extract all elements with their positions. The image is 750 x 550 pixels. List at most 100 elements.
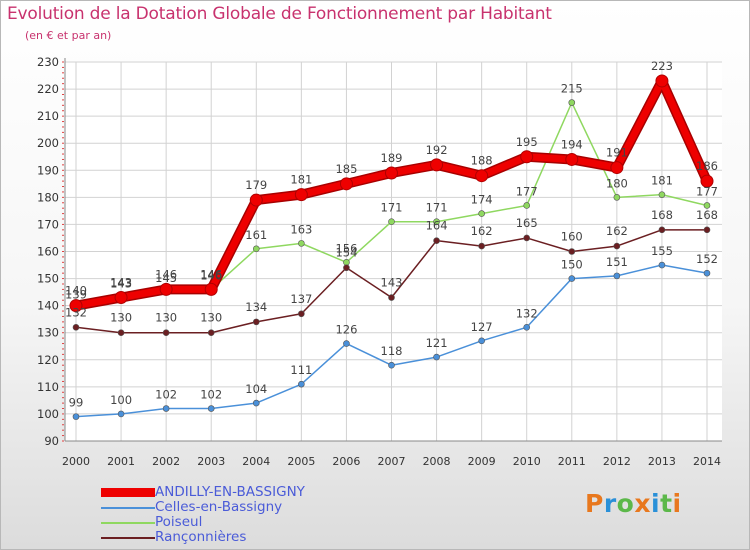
data-label: 163 <box>290 222 312 236</box>
data-point <box>69 299 83 313</box>
data-label: 181 <box>290 173 312 187</box>
data-label: 177 <box>696 184 718 198</box>
data-label: 126 <box>335 323 357 337</box>
data-label: 162 <box>471 224 493 238</box>
x-tick-label: 2007 <box>378 455 406 468</box>
data-label: 111 <box>290 363 312 377</box>
y-tick-label: 90 <box>44 434 59 448</box>
x-tick-label: 2014 <box>693 455 721 468</box>
data-point <box>159 282 173 296</box>
line-chart: 9010011012013014015016017018019020021022… <box>37 55 722 468</box>
data-point <box>294 188 308 202</box>
data-label: 151 <box>606 255 628 269</box>
y-tick-label: 130 <box>37 326 59 340</box>
data-label: 185 <box>335 162 357 176</box>
data-point <box>703 269 711 277</box>
brand-letter: i <box>651 489 661 518</box>
data-point <box>388 361 395 369</box>
data-point <box>207 405 215 412</box>
data-label: 130 <box>155 311 177 325</box>
y-tick-label: 120 <box>37 353 59 367</box>
data-label: 143 <box>110 277 132 291</box>
data-label: 195 <box>516 135 538 149</box>
data-point <box>520 150 534 164</box>
data-point <box>117 410 125 418</box>
data-point <box>703 202 711 209</box>
data-point <box>523 202 531 209</box>
data-label: 168 <box>696 208 718 222</box>
data-label: 132 <box>65 305 87 319</box>
data-label: 154 <box>335 246 357 260</box>
data-point <box>252 318 260 326</box>
data-label: 143 <box>381 276 403 290</box>
data-label: 145 <box>155 271 177 285</box>
data-label: 165 <box>516 216 538 230</box>
y-tick-label: 140 <box>37 299 59 313</box>
x-tick-label: 2004 <box>242 455 270 468</box>
y-tick-label: 230 <box>37 55 59 69</box>
data-point <box>478 242 485 250</box>
y-tick-label: 150 <box>37 272 59 286</box>
data-label: 156 <box>335 241 357 255</box>
data-point <box>613 242 621 250</box>
y-tick-label: 110 <box>37 380 59 394</box>
brand-letter: x <box>634 489 651 518</box>
data-label: 100 <box>110 393 132 407</box>
data-point <box>658 261 666 269</box>
data-point <box>700 174 714 188</box>
data-point <box>162 329 170 337</box>
data-point <box>523 234 531 242</box>
data-label: 99 <box>69 396 84 410</box>
data-label: 121 <box>426 336 448 350</box>
chart-title: Evolution de la Dotation Globale de Fonc… <box>7 4 552 24</box>
brand-letter: P <box>585 489 604 518</box>
y-tick-label: 200 <box>37 136 59 150</box>
data-point <box>298 240 305 247</box>
y-tick-label: 210 <box>37 109 59 123</box>
brand-letter: t <box>660 489 673 518</box>
data-point <box>249 193 263 207</box>
data-point <box>568 248 576 255</box>
data-point <box>658 226 666 234</box>
data-point <box>298 380 305 388</box>
x-tick-label: 2000 <box>62 455 90 468</box>
data-label: 192 <box>426 143 448 157</box>
data-label: 160 <box>561 230 583 244</box>
legend-swatch <box>101 507 155 509</box>
data-point <box>568 275 576 282</box>
data-point <box>658 191 666 198</box>
data-point <box>343 340 350 347</box>
data-label: 188 <box>471 154 493 168</box>
data-point <box>565 152 579 166</box>
data-point <box>298 310 305 318</box>
data-label: 174 <box>471 193 493 207</box>
data-point <box>207 329 215 337</box>
data-label: 164 <box>426 219 448 233</box>
data-point <box>568 99 576 106</box>
x-tick-label: 2002 <box>152 455 180 468</box>
x-tick-label: 2005 <box>287 455 315 468</box>
data-point <box>72 413 80 420</box>
data-label: 104 <box>245 382 267 396</box>
data-label: 137 <box>290 292 312 306</box>
data-point <box>430 158 444 172</box>
data-label: 171 <box>381 201 403 215</box>
data-point <box>343 264 350 272</box>
legend-label: Celles-en-Bassigny <box>155 499 283 515</box>
data-point <box>252 399 260 407</box>
data-label: 179 <box>245 178 267 192</box>
data-label: 146 <box>155 267 177 281</box>
y-tick-label: 180 <box>37 190 59 204</box>
data-label: 118 <box>381 344 403 358</box>
brand-logo: Proxiti <box>585 489 682 518</box>
data-point <box>703 226 711 234</box>
data-label: 134 <box>245 300 267 314</box>
data-point <box>343 259 350 266</box>
x-tick-label: 2010 <box>513 455 541 468</box>
legend-label: Rançonnières <box>155 529 247 545</box>
x-tick-label: 2006 <box>332 455 360 468</box>
data-point <box>388 218 395 226</box>
data-point <box>162 405 170 412</box>
x-tick-label: 2001 <box>107 455 135 468</box>
